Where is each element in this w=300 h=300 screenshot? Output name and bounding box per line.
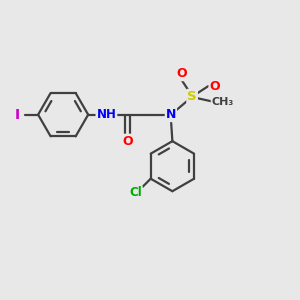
Text: O: O [176,67,187,80]
Text: O: O [209,80,220,93]
Text: S: S [187,90,197,103]
Text: CH₃: CH₃ [212,97,234,107]
Text: Cl: Cl [129,186,142,199]
Text: I: I [14,108,20,122]
Text: O: O [122,135,133,148]
Text: NH: NH [97,108,116,121]
Text: N: N [166,108,176,121]
